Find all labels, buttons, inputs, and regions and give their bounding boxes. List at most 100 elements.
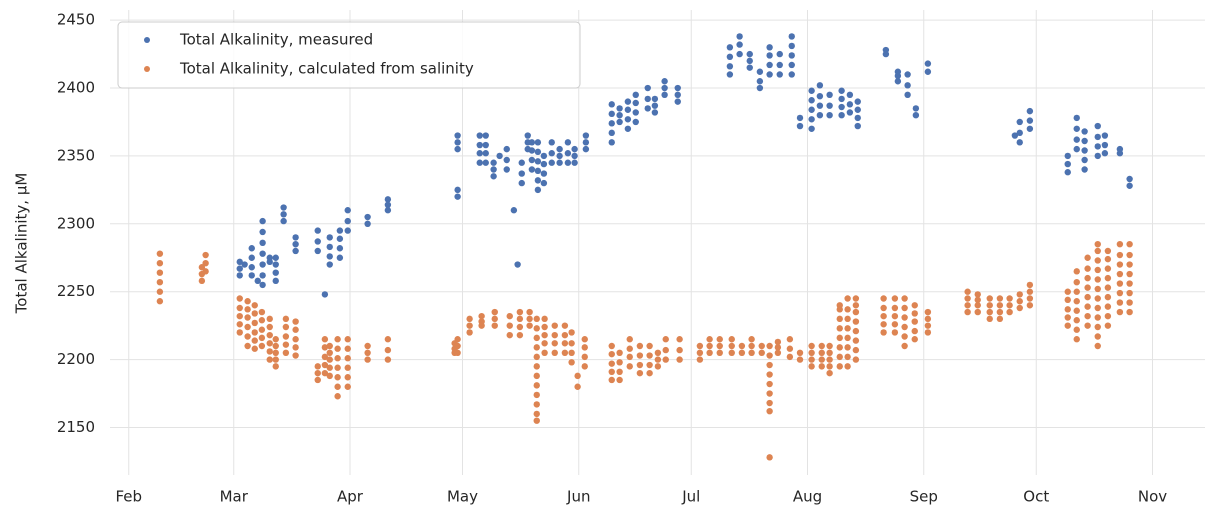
scatter-point [1064,169,1071,176]
scatter-point [344,227,351,234]
scatter-point [1064,306,1071,313]
scatter-point [608,110,615,118]
scatter-point [880,304,887,312]
scatter-point [974,308,981,316]
scatter-point [838,95,845,103]
scatter-point [904,82,911,89]
y-tick-label: 2300 [57,214,95,232]
scatter-point [608,129,615,137]
scatter-point [726,53,734,61]
scatter-point [1101,150,1109,157]
scatter-point [236,321,243,328]
scatter-point [272,269,279,276]
scatter-point [326,349,333,357]
scatter-point [326,261,333,268]
scatter-point [854,122,861,130]
scatter-point [1094,143,1101,150]
scatter-point [334,345,341,352]
scatter-point [1126,270,1133,278]
scatter-point [912,105,920,112]
scatter-point [1116,280,1124,287]
scatter-point [1016,139,1023,146]
scatter-point [766,399,773,407]
scatter-point [1081,147,1088,154]
scatter-point [534,148,542,156]
legend-label: Total Alkalinity, calculated from salini… [179,60,474,78]
scatter-point [314,227,321,234]
scatter-point [1104,247,1112,255]
scatter-point [748,349,755,357]
scatter-point [1126,175,1133,183]
scatter-point [816,82,824,89]
scatter-point [491,308,498,316]
scatter-point [632,109,639,116]
scatter-point [254,277,261,285]
scatter-point [490,173,497,180]
legend-marker [144,37,150,43]
scatter-point [838,111,845,119]
scatter-point [326,234,333,241]
scatter-point [1064,288,1071,295]
scatter-point [786,336,794,343]
scatter-point [568,340,575,347]
scatter-point [818,356,825,363]
scatter-point [528,156,536,164]
scatter-point [244,314,251,321]
scatter-point [766,61,773,69]
y-tick-label: 2450 [57,11,95,29]
y-tick-label: 2150 [57,418,95,436]
scatter-point [636,342,644,350]
scatter-point [466,329,473,336]
scatter-point [808,342,815,350]
scatter-point [736,33,743,40]
scatter-point [1064,314,1071,321]
scatter-point [236,312,243,320]
scatter-point [646,352,653,359]
scatter-point [321,369,329,377]
scatter-point [616,118,623,126]
scatter-point [198,277,206,285]
scatter-point [996,315,1004,323]
scatter-point [1094,240,1101,248]
scatter-point [533,382,540,389]
scatter-point [746,50,753,58]
scatter-point [156,278,164,286]
scatter-point [533,372,540,380]
scatter-point [454,336,461,343]
scatter-point [904,91,911,99]
scatter-point [282,341,290,348]
scatter-point [292,352,299,359]
scatter-point [852,337,860,344]
scatter-point [880,321,887,328]
scatter-point [258,317,266,324]
scatter-point [986,315,993,323]
scatter-point [911,302,918,309]
scatter-point [334,364,341,371]
scatter-point [528,139,536,146]
scatter-point [244,342,251,350]
scatter-point [248,264,255,271]
scatter-point [646,369,653,377]
scatter-point [1073,298,1080,305]
scatter-point [996,302,1004,309]
scatter-point [568,359,575,366]
scatter-point [251,337,258,344]
scatter-point [974,291,981,298]
scatter-point [241,261,248,268]
x-tick-label: Apr [337,488,364,506]
scatter-point [674,84,681,92]
scatter-point [826,342,833,350]
scatter-point [1126,299,1133,306]
scatter-point [924,60,932,67]
scatter-point [624,125,632,132]
scatter-point [608,120,615,127]
scatter-point [738,349,746,357]
scatter-point [1104,312,1112,320]
scatter-point [1126,261,1133,268]
scatter-point [326,243,333,251]
scatter-point [766,71,773,78]
scatter-point [1116,240,1124,248]
scatter-point [844,306,851,313]
scatter-point [344,217,351,225]
scatter-point [844,295,851,302]
